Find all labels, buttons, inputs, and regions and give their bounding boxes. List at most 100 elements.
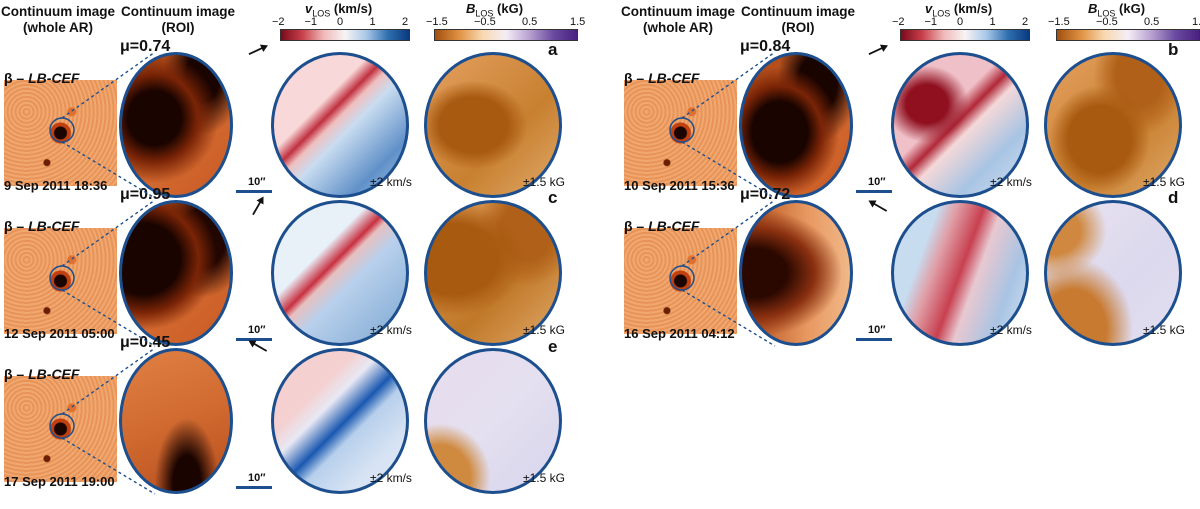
blos-unit: (kG) bbox=[1115, 1, 1146, 16]
blos-colorbar-title-right: BLOS (kG) bbox=[1088, 2, 1145, 21]
blos-unit: (kG) bbox=[493, 1, 524, 16]
panel-letter: d bbox=[1168, 188, 1179, 207]
vlos-sub: LOS bbox=[932, 8, 951, 19]
header-whole-ar-line2: (whole AR) bbox=[643, 20, 713, 35]
whole-ar-image bbox=[624, 80, 737, 186]
mu-value: μ=0.84 bbox=[740, 38, 791, 55]
beta-prefix: β – bbox=[624, 70, 649, 86]
beta-label: β – LB-CEF bbox=[624, 218, 699, 234]
observation-date: 10 Sep 2011 15:36 bbox=[624, 178, 735, 193]
mu-value: μ=0.45 bbox=[120, 334, 171, 351]
header-whole-ar: Continuum image (whole AR) bbox=[0, 4, 116, 36]
vlos-colorbar-tick: 1 bbox=[989, 16, 996, 28]
scale-bar bbox=[856, 190, 892, 193]
blos-range-label: ±1.5 kG bbox=[523, 323, 565, 337]
observation-date: 12 Sep 2011 05:00 bbox=[4, 326, 115, 341]
vlos-sub: LOS bbox=[312, 8, 331, 19]
beta-model: LB-CEF bbox=[28, 366, 80, 382]
header-whole-ar-right: Continuum image (whole AR) bbox=[620, 4, 736, 36]
vlos-range-label: ±2 km/s bbox=[990, 175, 1032, 189]
vlos-colorbar-title: vLOS (km/s) bbox=[305, 2, 372, 21]
blos-colorbar-tick: 0.5 bbox=[1144, 16, 1160, 28]
header-whole-ar-line2: (whole AR) bbox=[23, 20, 93, 35]
blos-map bbox=[424, 348, 562, 494]
mu-value: μ=0.95 bbox=[120, 186, 171, 203]
vlos-range-label: ±2 km/s bbox=[370, 175, 412, 189]
scale-bar bbox=[236, 486, 272, 489]
header-roi-line1: Continuum image bbox=[741, 4, 855, 19]
vlos-map bbox=[271, 348, 409, 494]
vlos-range-label: ±2 km/s bbox=[370, 471, 412, 485]
vlos-colorbar-tick: 0 bbox=[957, 16, 964, 28]
vlos-symbol: v bbox=[305, 1, 313, 16]
beta-model: LB-CEF bbox=[648, 70, 700, 86]
observation-date: 9 Sep 2011 18:36 bbox=[4, 178, 108, 193]
scale-bar bbox=[236, 190, 272, 193]
vlos-unit: (km/s) bbox=[330, 1, 373, 16]
scale-label: 10′′ bbox=[248, 472, 266, 484]
direction-arrow-icon bbox=[868, 44, 888, 56]
blos-colorbar-tick: −1.5 bbox=[1048, 16, 1070, 28]
vlos-colorbar-title-right: vLOS (km/s) bbox=[925, 2, 992, 21]
blos-map bbox=[1044, 200, 1182, 346]
blos-map bbox=[424, 200, 562, 346]
beta-model: LB-CEF bbox=[28, 70, 80, 86]
beta-model: LB-CEF bbox=[28, 218, 80, 234]
blos-colorbar bbox=[434, 29, 578, 41]
blos-symbol: B bbox=[466, 1, 476, 16]
blos-colorbar bbox=[1056, 29, 1200, 41]
blos-range-label: ±1.5 kG bbox=[1143, 175, 1185, 189]
whole-ar-image bbox=[4, 228, 117, 334]
blos-colorbar-tick: 1.5 bbox=[570, 16, 586, 28]
panel-letter: e bbox=[548, 337, 558, 356]
vlos-range-label: ±2 km/s bbox=[990, 323, 1032, 337]
vlos-range-label: ±2 km/s bbox=[370, 323, 412, 337]
observation-date: 17 Sep 2011 19:00 bbox=[4, 474, 115, 489]
beta-model: LB-CEF bbox=[648, 218, 700, 234]
scale-label: 10′′ bbox=[868, 176, 886, 188]
blos-sub: LOS bbox=[1097, 8, 1116, 19]
beta-prefix: β – bbox=[4, 218, 29, 234]
vlos-colorbar-tick: −1 bbox=[304, 16, 318, 28]
blos-range-label: ±1.5 kG bbox=[1143, 323, 1185, 337]
vlos-map bbox=[891, 52, 1029, 198]
direction-arrow-icon bbox=[252, 196, 264, 216]
roi-continuum-image bbox=[119, 348, 233, 494]
blos-sub: LOS bbox=[475, 8, 494, 19]
whole-ar-image bbox=[4, 80, 117, 186]
vlos-map bbox=[271, 52, 409, 198]
vlos-colorbar-tick: 2 bbox=[402, 16, 409, 28]
header-roi-right: Continuum image (ROI) bbox=[736, 4, 860, 36]
vlos-symbol: v bbox=[925, 1, 933, 16]
whole-ar-image bbox=[4, 376, 117, 482]
mu-value: μ=0.72 bbox=[740, 186, 791, 203]
header-whole-ar-line1: Continuum image bbox=[621, 4, 735, 19]
vlos-colorbar-tick: −2 bbox=[892, 16, 905, 28]
blos-colorbar-tick: −0.5 bbox=[1096, 16, 1118, 28]
panel-letter: c bbox=[548, 188, 558, 207]
vlos-colorbar bbox=[280, 29, 410, 41]
roi-continuum-image bbox=[119, 52, 233, 198]
mu-value: μ=0.74 bbox=[120, 38, 171, 55]
header-roi-line2: (ROI) bbox=[161, 20, 195, 35]
blos-colorbar-tick: −0.5 bbox=[474, 16, 496, 28]
header-roi: Continuum image (ROI) bbox=[116, 4, 240, 36]
scale-label: 10′′ bbox=[248, 176, 266, 188]
blos-colorbar-title: BLOS (kG) bbox=[466, 2, 523, 21]
blos-map bbox=[1044, 52, 1182, 198]
observation-date: 16 Sep 2011 04:12 bbox=[624, 326, 735, 341]
panel-letter: a bbox=[548, 40, 558, 59]
blos-map bbox=[424, 52, 562, 198]
vlos-colorbar-tick: 1 bbox=[369, 16, 376, 28]
blos-colorbar-tick: 0.5 bbox=[522, 16, 538, 28]
header-whole-ar-line1: Continuum image bbox=[1, 4, 115, 19]
blos-range-label: ±1.5 kG bbox=[523, 471, 565, 485]
vlos-colorbar-tick: 2 bbox=[1022, 16, 1029, 28]
direction-arrow-icon bbox=[868, 200, 888, 212]
whole-ar-image bbox=[624, 228, 737, 334]
vlos-map bbox=[891, 200, 1029, 346]
panel-letter: b bbox=[1168, 40, 1179, 59]
scale-label: 10′′ bbox=[868, 324, 886, 336]
blos-range-label: ±1.5 kG bbox=[523, 175, 565, 189]
vlos-colorbar bbox=[900, 29, 1030, 41]
